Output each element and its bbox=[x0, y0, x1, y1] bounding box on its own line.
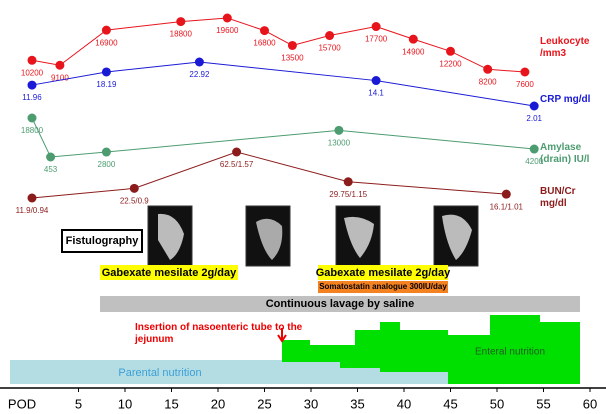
legend-label: BUN/Cr mg/dl bbox=[540, 186, 602, 210]
value-label: 16900 bbox=[95, 38, 118, 47]
annotation: Parental nutrition bbox=[118, 367, 201, 379]
data-point bbox=[130, 184, 139, 193]
data-point bbox=[446, 47, 455, 56]
x-tick-label: 30 bbox=[304, 396, 318, 411]
value-label: 22.5/0.9 bbox=[120, 196, 149, 205]
x-tick-label: 25 bbox=[257, 396, 271, 411]
value-label: 7600 bbox=[516, 80, 534, 89]
data-point bbox=[372, 76, 381, 85]
value-label: 11.96 bbox=[22, 93, 42, 102]
data-point bbox=[55, 61, 64, 70]
value-label: 16.1/1.01 bbox=[490, 202, 524, 211]
data-point bbox=[502, 190, 511, 199]
value-label: 2.01 bbox=[526, 114, 542, 123]
data-point bbox=[409, 35, 418, 44]
value-label: 16800 bbox=[253, 39, 276, 48]
value-label: 12200 bbox=[439, 59, 462, 68]
value-label: 15700 bbox=[318, 44, 341, 53]
annotation: Fistulography bbox=[66, 235, 140, 247]
annotation: Enteral nutrition bbox=[475, 347, 545, 358]
data-point bbox=[195, 58, 204, 67]
x-tick-label: 20 bbox=[211, 396, 225, 411]
data-point bbox=[102, 148, 111, 157]
chart: Fistulography Gabexate mesilate 2g/day G… bbox=[0, 0, 606, 414]
data-point bbox=[334, 126, 343, 135]
value-label: 62.5/1.57 bbox=[220, 160, 254, 169]
legend-label: CRP mg/dl bbox=[540, 94, 602, 106]
data-point bbox=[102, 26, 111, 35]
data-point bbox=[325, 31, 334, 40]
value-label: 10200 bbox=[21, 68, 44, 77]
series-line bbox=[32, 152, 506, 198]
x-tick-label: 15 bbox=[164, 396, 178, 411]
x-tick-label: 40 bbox=[397, 396, 411, 411]
data-point bbox=[483, 65, 492, 74]
value-label: 19600 bbox=[216, 26, 239, 35]
value-label: 11.9/0.94 bbox=[16, 206, 49, 215]
data-point bbox=[28, 56, 37, 65]
value-label: 18800 bbox=[170, 30, 193, 39]
value-label: 453 bbox=[44, 165, 58, 174]
annotation: Somatostatin analogue 300IU/day bbox=[319, 282, 447, 291]
annotation: Gabexate mesilate 2g/day bbox=[102, 267, 237, 279]
data-point bbox=[223, 14, 232, 23]
value-label: 13000 bbox=[328, 138, 351, 147]
data-point bbox=[46, 153, 55, 162]
x-tick-label: 55 bbox=[536, 396, 550, 411]
annotation: Insertion of nasoenteric tube to the jej… bbox=[135, 322, 305, 346]
legend-label: Leukocyte /mm3 bbox=[540, 36, 602, 60]
value-label: 14900 bbox=[402, 47, 425, 56]
x-axis-label: POD bbox=[8, 396, 36, 411]
xray-images bbox=[148, 206, 478, 266]
value-label: 2800 bbox=[98, 160, 116, 169]
data-point bbox=[372, 22, 381, 31]
data-point bbox=[344, 177, 353, 186]
data-point bbox=[260, 26, 269, 35]
x-tick-label: 10 bbox=[118, 396, 132, 411]
legend-label: Amylase (drain) IU/l bbox=[540, 142, 602, 166]
annotation: Continuous lavage by saline bbox=[266, 298, 415, 310]
data-point bbox=[102, 67, 111, 76]
value-label: 13500 bbox=[281, 54, 304, 63]
value-label: 18.19 bbox=[96, 80, 117, 89]
data-point bbox=[28, 81, 37, 90]
value-label: 14.1 bbox=[368, 89, 384, 98]
value-label: 17700 bbox=[365, 35, 388, 44]
data-point bbox=[28, 194, 37, 203]
data-point bbox=[28, 114, 37, 123]
data-point bbox=[176, 17, 185, 26]
value-label: 8200 bbox=[479, 77, 497, 86]
x-tick-label: 35 bbox=[350, 396, 364, 411]
data-point bbox=[530, 145, 539, 154]
chart-canvas: Fistulography Gabexate mesilate 2g/day G… bbox=[0, 0, 606, 414]
data-point bbox=[530, 102, 539, 111]
annotation: Gabexate mesilate 2g/day bbox=[316, 267, 451, 279]
data-point bbox=[232, 148, 241, 157]
x-tick-label: 60 bbox=[583, 396, 597, 411]
data-point bbox=[520, 68, 529, 77]
x-tick-label: 45 bbox=[443, 396, 457, 411]
x-tick-label: 5 bbox=[75, 396, 82, 411]
value-label: 29.75/1.15 bbox=[329, 190, 367, 199]
data-point bbox=[288, 41, 297, 50]
value-label: 18800 bbox=[21, 126, 44, 135]
x-tick-label: 50 bbox=[490, 396, 504, 411]
value-label: 22.92 bbox=[189, 70, 210, 79]
